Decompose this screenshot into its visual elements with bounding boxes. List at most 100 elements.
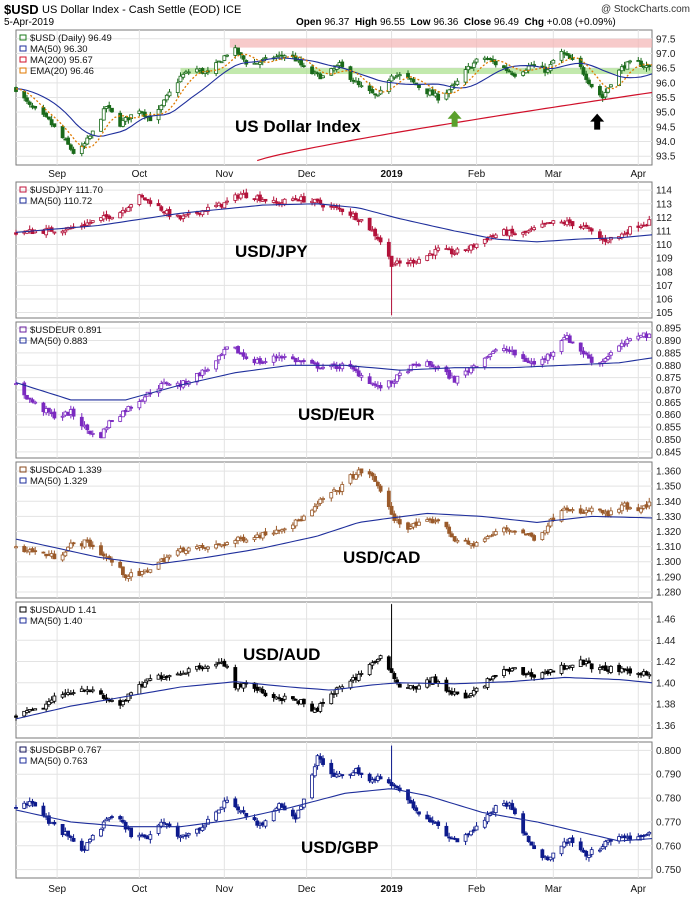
candle-body	[159, 675, 164, 679]
chg-value: +0.08 (+0.09%)	[546, 17, 616, 28]
x-tick-label: Sep	[48, 169, 66, 180]
candle-body	[589, 228, 594, 232]
candle-body	[436, 519, 441, 522]
candle-body	[463, 370, 468, 376]
candle-body	[378, 385, 383, 389]
candle-body	[156, 203, 161, 207]
candle-body	[68, 836, 73, 838]
candle-body	[375, 94, 380, 97]
candle-body	[258, 358, 262, 364]
candle-body	[529, 672, 534, 677]
candle-body	[587, 354, 591, 359]
candle-body	[493, 349, 498, 352]
candle-body	[598, 508, 602, 511]
candle-body	[110, 216, 114, 220]
y-tick-label: 108	[656, 267, 673, 278]
candle-body	[222, 544, 227, 546]
candle-body	[233, 798, 238, 808]
candle-body	[589, 83, 594, 88]
candle-body	[521, 667, 526, 675]
y-tick-label: 1.290	[656, 572, 681, 583]
candle-body	[310, 359, 314, 364]
candle-body	[222, 800, 227, 809]
y-tick-label: 0.760	[656, 841, 681, 852]
candle-body	[260, 532, 265, 539]
candle-body	[85, 424, 90, 431]
candle-body	[274, 201, 279, 204]
candle-body	[551, 351, 556, 357]
y-tick-label: 0.875	[656, 373, 681, 384]
candle-body	[378, 89, 383, 95]
candle-body	[244, 812, 249, 817]
candle-body	[406, 789, 410, 801]
candle-body	[389, 255, 394, 267]
ema20-line	[15, 53, 653, 149]
legend-swatch	[19, 326, 27, 333]
arrow-marker	[590, 113, 605, 130]
candle-body	[647, 831, 652, 835]
x-tick-label: Feb	[468, 169, 486, 180]
y-tick-label: 1.42	[656, 657, 676, 668]
candle-body	[205, 369, 210, 372]
candle-body	[359, 772, 364, 775]
candle-body	[532, 845, 537, 850]
y-tick-label: 0.770	[656, 817, 681, 828]
x-tick-label: Apr	[631, 884, 647, 895]
legend-entry: $USDJPY 111.70	[30, 185, 103, 196]
candle-body	[107, 420, 112, 429]
candle-body	[52, 231, 57, 234]
candle-body	[107, 817, 112, 820]
support-zone	[180, 68, 652, 75]
candle-body	[526, 835, 531, 842]
candle-body	[175, 82, 180, 93]
candle-body	[241, 55, 246, 60]
candle-body	[214, 62, 219, 74]
candle-body	[90, 433, 95, 435]
candle-body	[205, 206, 210, 212]
candle-body	[581, 67, 586, 75]
candle-body	[71, 148, 76, 154]
resistance-zone	[229, 38, 653, 48]
candle-body	[532, 227, 537, 231]
candle-body	[46, 116, 51, 120]
candle-body	[203, 71, 208, 74]
legend-swatch	[19, 757, 27, 764]
candle-body	[186, 212, 191, 215]
candle-body	[60, 126, 65, 139]
x-tick-label: 2019	[380, 169, 403, 180]
candle-body	[493, 60, 498, 66]
panel-usdaud: 1.46 1.44 1.42 1.40 1.38 1.36 $USDAUD 1.41MA(5…	[14, 601, 676, 739]
candle-body	[447, 836, 452, 839]
candle-body	[482, 819, 487, 828]
candle-body	[44, 112, 49, 117]
candle-body	[41, 107, 46, 115]
y-tick-label: 1.44	[656, 636, 676, 647]
candle-body	[521, 813, 526, 834]
candle-body	[523, 832, 528, 836]
candle-body	[378, 485, 383, 492]
candle-body	[625, 61, 630, 70]
candle-body	[340, 774, 345, 777]
candle-body	[397, 260, 402, 264]
candle-body	[241, 536, 246, 542]
candle-body	[99, 118, 103, 132]
candle-body	[301, 698, 306, 705]
y-tick-label: 95.5	[656, 93, 676, 104]
candle-body	[46, 407, 51, 413]
candle-body	[598, 849, 602, 852]
candle-body	[449, 248, 454, 255]
candle-body	[225, 665, 229, 668]
candle-body	[121, 120, 125, 127]
candle-body	[570, 837, 575, 844]
candle-body	[386, 656, 391, 670]
candle-body	[293, 198, 298, 200]
candle-body	[521, 354, 526, 359]
candle-body	[121, 566, 125, 576]
candle-body	[570, 509, 575, 512]
candle-body	[164, 556, 169, 563]
candle-body	[425, 519, 430, 522]
candle-body	[608, 510, 613, 516]
candle-body	[321, 204, 325, 208]
candle-body	[513, 73, 517, 77]
candle-body	[581, 225, 586, 229]
